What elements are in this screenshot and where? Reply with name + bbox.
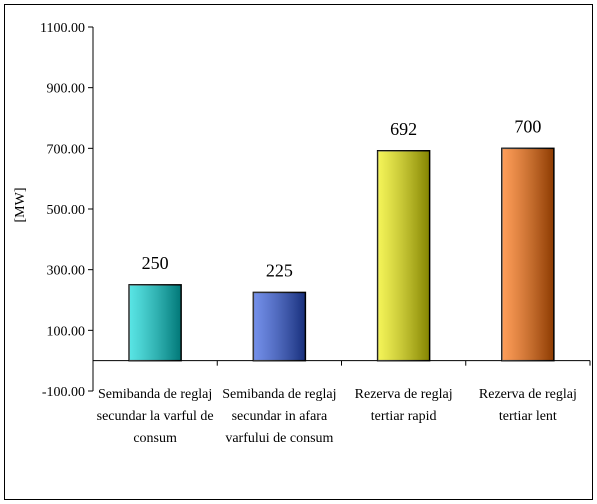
label-line: tertiar lent bbox=[499, 409, 557, 424]
chart-border bbox=[4, 4, 593, 500]
y-tick-label: 300.00 bbox=[47, 264, 86, 279]
label-line: secundar in afara bbox=[232, 409, 328, 424]
y-tick-label: 1100.00 bbox=[40, 21, 85, 36]
value-label: 700 bbox=[514, 116, 541, 136]
y-tick-label: 100.00 bbox=[47, 324, 86, 339]
y-tick-label: -100.00 bbox=[42, 385, 85, 400]
label-line: Semibanda de reglaj bbox=[98, 387, 212, 402]
label-line: tertiar rapid bbox=[371, 409, 437, 424]
x-tick-label: Semibanda de reglaj secundar la varful de… bbox=[97, 387, 214, 446]
label-line: varfului de consum bbox=[225, 431, 333, 446]
label-line: Rezerva de reglaj bbox=[479, 387, 577, 402]
bar-shade bbox=[129, 284, 182, 361]
x-tick-label: Rezerva de reglaj tertiar rapid bbox=[355, 387, 453, 424]
x-tick-label: Semibanda de reglaj secundar in afara varf… bbox=[222, 387, 336, 446]
y-axis-label: [MW] bbox=[13, 188, 28, 223]
label-line: Rezerva de reglaj bbox=[355, 387, 453, 402]
x-tick-label: Rezerva de reglaj tertiar lent bbox=[479, 387, 577, 424]
label-line: secundar la varful de bbox=[97, 409, 214, 424]
label-line: consum bbox=[133, 431, 177, 446]
value-label: 250 bbox=[142, 253, 169, 273]
label-line: Semibanda de reglaj bbox=[222, 387, 336, 402]
bar-shade bbox=[501, 148, 554, 361]
y-tick-label: 700.00 bbox=[47, 142, 86, 157]
value-label: 225 bbox=[266, 260, 293, 280]
y-tick-label: 900.00 bbox=[47, 82, 86, 97]
value-label: 692 bbox=[390, 119, 417, 139]
bar-shade bbox=[253, 292, 306, 361]
y-tick-label: 500.00 bbox=[47, 203, 86, 218]
bar-shade bbox=[377, 150, 430, 361]
